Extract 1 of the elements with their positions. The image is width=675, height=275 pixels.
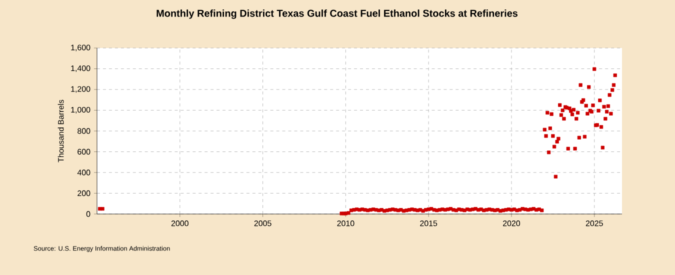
chart-title: Monthly Refining District Texas Gulf Coast Fuel Ethanol Stocks at Refineries	[156, 10, 518, 19]
